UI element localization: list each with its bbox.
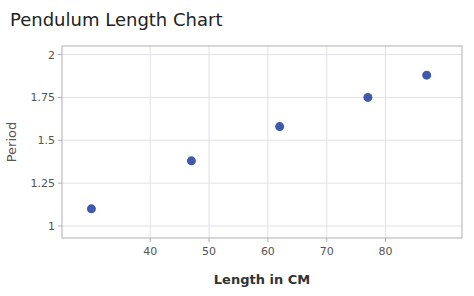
y-tick-label: 1.25 <box>31 177 56 190</box>
x-tick-label: 80 <box>379 245 393 258</box>
y-tick <box>58 226 62 227</box>
y-tick-label: 1.5 <box>38 134 56 147</box>
y-grid-line <box>62 183 462 184</box>
x-tick <box>267 238 268 242</box>
x-grid-line <box>150 46 151 238</box>
y-grid-line <box>62 97 462 98</box>
x-axis-label: Length in CM <box>214 272 310 287</box>
x-grid-line <box>326 46 327 238</box>
y-axis-label: Period <box>4 122 19 163</box>
grid <box>62 46 462 238</box>
axes: 40 50 60 70 80 1 1.25 1.5 1.75 2 <box>31 49 393 258</box>
y-grid-line <box>62 54 462 55</box>
y-tick <box>58 54 62 55</box>
scatter-point <box>87 204 96 213</box>
x-grid-line <box>209 46 210 238</box>
scatter-point <box>275 122 284 131</box>
points <box>87 71 431 214</box>
y-tick <box>58 97 62 98</box>
y-tick <box>58 140 62 141</box>
x-tick-label: 60 <box>261 245 275 258</box>
y-grid-line <box>62 140 462 141</box>
x-grid-line <box>385 46 386 238</box>
y-tick-label: 1.75 <box>31 91 56 104</box>
x-tick <box>385 238 386 242</box>
x-tick-label: 40 <box>143 245 157 258</box>
x-tick <box>209 238 210 242</box>
y-grid-line <box>62 226 462 227</box>
chart-container: Pendulum Length Chart 40 50 60 70 80 1 1.25 1.5 1… <box>0 0 474 296</box>
plot-frame <box>62 46 462 238</box>
scatter-point <box>187 156 196 165</box>
y-tick <box>58 183 62 184</box>
x-tick <box>326 238 327 242</box>
scatter-point <box>363 93 372 102</box>
x-grid-line <box>267 46 268 238</box>
y-tick-label: 2 <box>48 49 55 62</box>
title: Pendulum Length Chart <box>10 9 222 30</box>
y-tick-label: 1 <box>48 220 55 233</box>
chart-svg: Pendulum Length Chart 40 50 60 70 80 1 1.25 1.5 1… <box>0 0 474 296</box>
x-tick-label: 70 <box>320 245 334 258</box>
x-tick <box>150 238 151 242</box>
scatter-point <box>422 71 431 80</box>
x-tick-label: 50 <box>202 245 216 258</box>
